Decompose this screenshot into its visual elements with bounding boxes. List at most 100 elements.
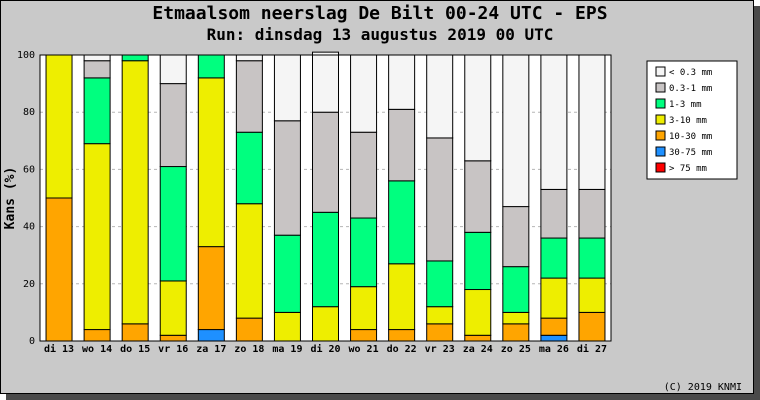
bar-segment [235,317,263,342]
y-tick-label: 60 [23,164,35,175]
bar-segment [578,54,606,190]
bar-segment [540,54,568,190]
bar-segment [83,329,111,342]
legend-label: < 0.3 mm [669,68,712,78]
legend-swatch [655,66,666,77]
bar-segment [388,180,416,265]
bar-segment [273,234,301,313]
bar-segment [312,111,339,213]
plot-border [39,54,612,342]
bar-segment [273,120,301,236]
bar-segment [464,54,492,162]
bar-segment [388,54,416,110]
legend-swatch [655,130,666,141]
legend-label: 0.3-1 mm [669,84,712,94]
bar-segment [312,51,339,113]
x-tick-label: do 15 [120,344,150,355]
bar-segment [159,166,187,282]
bar-segment [159,334,187,342]
legend-label: 10-30 mm [669,132,712,142]
bar-segment [350,329,378,342]
legend-label: 1-3 mm [669,100,702,110]
bar-segment [350,131,378,219]
x-tick-label: wo 14 [82,344,112,355]
chart-subtitle: Run: dinsdag 13 augustus 2019 00 UTC [207,25,554,44]
chart-title: Etmaalsom neerslag De Bilt 00-24 UTC - E… [152,3,607,24]
y-tick-label: 40 [23,222,35,233]
bar-segment [83,54,111,62]
x-tick-label: ma 26 [539,344,569,355]
bar-segment [197,329,225,342]
bar-segment [45,54,73,199]
x-tick-label: za 24 [463,344,493,355]
x-tick-label: di 20 [310,343,340,355]
x-tick-label: wo 21 [349,344,379,355]
x-tick-label: za 17 [196,344,226,355]
bar-segment [578,237,606,279]
legend-swatch [655,114,666,125]
y-ticks: 0 20 40 60 80 100 [17,50,35,347]
bar-segment [312,211,339,308]
x-tick-label: di 13 [44,343,74,355]
y-tick-label: 80 [23,107,35,118]
bar-segment [159,54,187,85]
bar-segment [273,311,301,342]
bar-segment [502,206,530,268]
y-tick-label: 20 [23,279,35,290]
bar-segment [426,323,454,342]
bar-segment [159,83,187,168]
legend-label: 30-75 mm [669,148,712,158]
bar-segment [426,306,454,325]
bar-segment [388,263,416,331]
bar-segment [388,108,416,182]
bar-segment [578,311,606,342]
bar-segment [540,237,568,279]
x-tick-label: vr 23 [425,344,455,355]
y-tick-label: 100 [17,50,35,61]
bar-segment [502,311,530,325]
bar-segment [388,329,416,342]
bar-segment [235,54,263,62]
y-tick-label: 0 [29,336,35,347]
x-tick-label: zo 25 [501,344,531,355]
bar-segment [273,54,301,122]
bar-segment [540,334,568,342]
x-tick-label: zo 18 [234,344,264,355]
bar-segment [502,54,530,208]
bar-segment [159,280,187,336]
bar-segment [464,289,492,336]
bars [45,51,606,342]
bar-segment [83,77,111,145]
bar-segment [45,197,73,342]
bar-segment [502,323,530,342]
bar-segment [540,317,568,336]
bar-segment [540,277,568,319]
legend-label: 3-10 mm [669,116,707,126]
bar-segment [197,54,225,79]
bar-segment [121,323,149,342]
legend-swatch [655,146,666,157]
legend: < 0.3 mm 0.3-1 mm 1-3 mm 3-10 mm 10-30 mm 30-… [646,60,738,180]
legend-swatch [655,162,666,173]
x-tick-label: do 22 [387,344,417,355]
x-tick-label: ma 19 [272,344,302,355]
bar-segment [464,231,492,291]
bar-segment [426,54,454,139]
bar-segment [197,246,225,331]
bar-segment [578,277,606,313]
legend-swatch [655,98,666,109]
bar-segment [540,188,568,239]
x-tick-label: di 27 [577,343,607,355]
bar-segment [235,60,263,133]
bar-segment [578,188,606,239]
bar-segment [235,203,263,319]
bar-segment [350,286,378,331]
bar-segment [350,217,378,288]
legend-label: > 75 mm [669,164,707,174]
bar-segment [502,266,530,313]
bar-segment [350,54,378,133]
x-labels: di 13 wo 14 do 15 vr 16 za 17 zo 18 ma 19 di 20… [44,343,607,355]
y-axis-label: Kans (%) [3,167,18,230]
bar-segment [197,77,225,248]
